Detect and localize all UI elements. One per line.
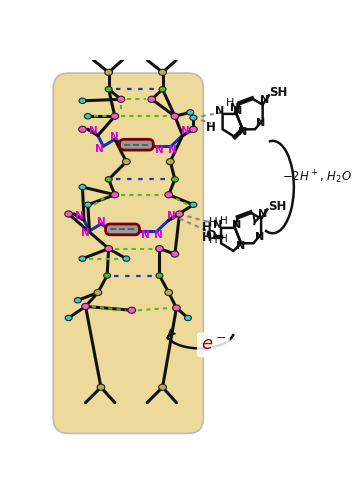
Text: SH: SH — [270, 86, 288, 99]
Ellipse shape — [171, 113, 179, 119]
Ellipse shape — [97, 384, 105, 390]
Text: H: H — [209, 233, 218, 246]
Text: N: N — [236, 242, 246, 252]
FancyBboxPatch shape — [106, 224, 140, 235]
Ellipse shape — [166, 158, 174, 164]
Ellipse shape — [190, 202, 197, 207]
Text: N: N — [168, 145, 177, 155]
Ellipse shape — [156, 246, 164, 252]
Text: H: H — [220, 216, 228, 226]
Text: N: N — [255, 232, 264, 242]
Ellipse shape — [111, 113, 119, 119]
Text: N: N — [89, 126, 97, 136]
Text: N: N — [233, 106, 243, 116]
FancyBboxPatch shape — [53, 73, 203, 434]
Ellipse shape — [165, 192, 172, 198]
Ellipse shape — [105, 176, 112, 182]
Text: H: H — [226, 98, 235, 108]
Ellipse shape — [156, 273, 163, 278]
Text: N: N — [260, 95, 269, 105]
Ellipse shape — [65, 316, 72, 320]
Ellipse shape — [176, 211, 183, 217]
Text: N: N — [167, 210, 176, 220]
Text: N: N — [238, 128, 247, 138]
Ellipse shape — [171, 251, 179, 257]
Ellipse shape — [159, 86, 166, 92]
Text: N: N — [256, 118, 266, 128]
Ellipse shape — [111, 192, 119, 198]
Text: H: H — [202, 230, 212, 243]
Ellipse shape — [165, 290, 172, 296]
Ellipse shape — [84, 114, 91, 119]
Ellipse shape — [105, 86, 112, 92]
Text: H: H — [206, 122, 216, 134]
Text: H: H — [202, 220, 212, 234]
Ellipse shape — [104, 273, 111, 278]
Text: N: N — [81, 228, 90, 238]
Ellipse shape — [79, 98, 86, 103]
Ellipse shape — [128, 307, 136, 314]
Text: N: N — [75, 210, 84, 220]
Text: N: N — [110, 132, 119, 142]
Ellipse shape — [171, 176, 178, 182]
Ellipse shape — [94, 290, 102, 296]
Ellipse shape — [84, 202, 91, 207]
Text: H: H — [220, 234, 228, 243]
Ellipse shape — [105, 246, 112, 252]
Ellipse shape — [74, 298, 81, 303]
Ellipse shape — [105, 69, 112, 75]
Text: N: N — [215, 106, 224, 116]
Ellipse shape — [123, 256, 130, 262]
Text: O: O — [205, 229, 216, 242]
Ellipse shape — [117, 96, 125, 102]
Ellipse shape — [190, 115, 197, 120]
Ellipse shape — [159, 69, 166, 75]
Text: N: N — [155, 145, 164, 155]
Text: N: N — [97, 216, 105, 226]
Text: N: N — [258, 209, 267, 219]
Text: H: H — [209, 216, 218, 229]
Ellipse shape — [185, 316, 191, 320]
Ellipse shape — [172, 305, 180, 311]
Text: N: N — [181, 126, 190, 136]
Text: $e^-$: $e^-$ — [201, 336, 226, 354]
Ellipse shape — [79, 184, 86, 190]
FancyBboxPatch shape — [120, 140, 153, 150]
Text: N: N — [154, 230, 163, 240]
Ellipse shape — [82, 304, 89, 310]
Text: $-2H^+$, $H_2O$: $-2H^+$, $H_2O$ — [282, 168, 352, 186]
Ellipse shape — [79, 126, 86, 132]
Ellipse shape — [122, 158, 130, 164]
Text: N: N — [213, 220, 223, 230]
Ellipse shape — [65, 211, 72, 217]
Ellipse shape — [159, 384, 166, 390]
Ellipse shape — [79, 256, 86, 262]
Text: N: N — [232, 220, 241, 230]
Text: N: N — [230, 102, 240, 113]
Text: N: N — [141, 230, 150, 240]
Text: SH: SH — [268, 200, 286, 213]
Ellipse shape — [190, 126, 197, 132]
Text: N: N — [95, 144, 104, 154]
Ellipse shape — [148, 96, 156, 102]
Ellipse shape — [187, 110, 194, 115]
